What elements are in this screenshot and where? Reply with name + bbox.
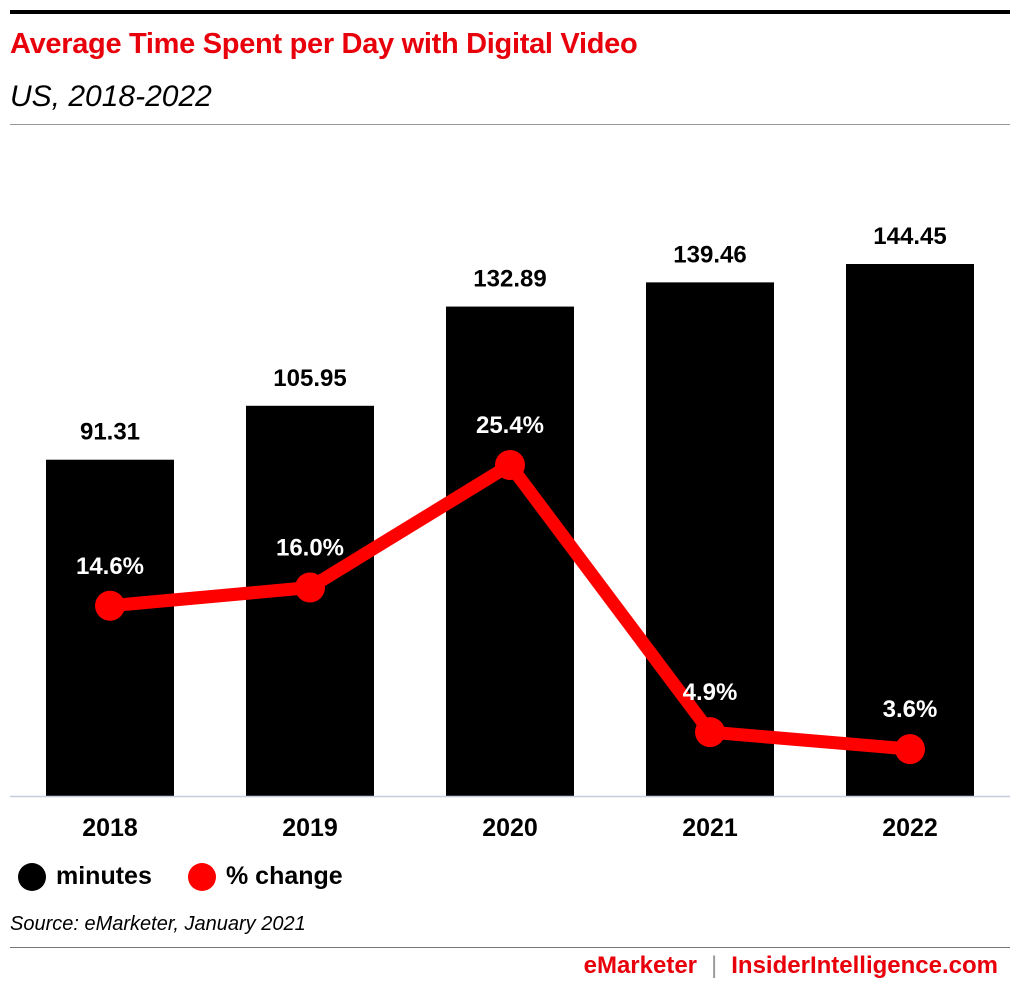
change-point-2018 [95, 590, 125, 621]
bar-2022 [846, 264, 974, 796]
x-tick-label: 2020 [482, 814, 538, 842]
bar-value-label: 144.45 [873, 223, 946, 250]
change-point-2019 [295, 572, 325, 603]
chart-subtitle: US, 2018-2022 [10, 80, 212, 113]
legend-swatch-change [188, 862, 216, 891]
footer-divider [10, 947, 1010, 948]
bar-2021 [646, 282, 774, 797]
footer: eMarketer | InsiderIntelligence.com [584, 952, 998, 980]
bar-2018 [46, 459, 174, 796]
header-divider [10, 124, 1010, 125]
change-point-2020 [495, 450, 525, 481]
bar-value-label: 105.95 [273, 365, 346, 392]
brand-separator: | [711, 952, 718, 979]
bar-2020 [446, 306, 574, 796]
change-value-label: 25.4% [476, 412, 544, 439]
chart-title: Average Time Spent per Day with Digital … [10, 28, 638, 60]
x-tick-label: 2018 [82, 814, 138, 842]
change-value-label: 4.9% [683, 679, 738, 706]
legend-label: minutes [56, 862, 152, 890]
source-note: Source: eMarketer, January 2021 [10, 913, 306, 935]
x-tick-label: 2021 [682, 814, 738, 842]
plot-area: 91.31 2018 105.95 2019 132.89 2020 139.46 2021 1… [10, 223, 1010, 842]
legend-minutes: minutes [18, 862, 152, 891]
x-tick-label: 2019 [282, 814, 338, 842]
legend-label: % change [226, 862, 343, 890]
brand-insider-intelligence: InsiderIntelligence.com [731, 952, 998, 979]
change-value-label: 16.0% [276, 535, 344, 562]
change-point-2021 [695, 717, 725, 748]
bar-value-label: 91.31 [80, 419, 140, 446]
legend-swatch-minutes [18, 862, 46, 891]
change-value-label: 3.6% [883, 696, 938, 723]
bar-value-label: 132.89 [473, 266, 546, 293]
change-point-2022 [895, 734, 925, 765]
brand-emarketer: eMarketer [583, 952, 698, 979]
legend-change: % change [188, 862, 343, 891]
x-tick-label: 2022 [882, 814, 938, 842]
top-rule [10, 10, 1010, 14]
bar-value-label: 139.46 [673, 241, 746, 268]
change-value-label: 14.6% [76, 553, 144, 580]
